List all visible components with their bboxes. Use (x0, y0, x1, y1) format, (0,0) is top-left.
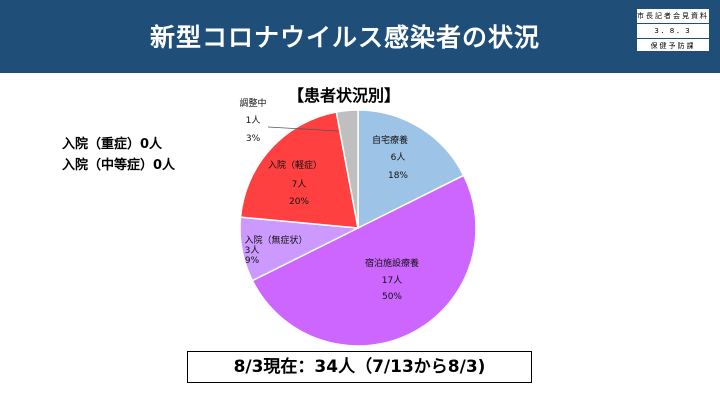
label-lodging-name: 宿泊施設療養 (365, 257, 419, 269)
label-adjusting-count: 1人 (246, 115, 261, 126)
page-title: 新型コロナウイルス感染者の状況 (149, 23, 540, 52)
label-mild: 入院（軽症） 7人 20% (268, 159, 322, 207)
label-home-percent: 18% (388, 171, 408, 181)
chart-title: 【患者状況別】 (288, 86, 401, 105)
header-bar: 新型コロナウイルス感染者の状況 市長記者会見資料 3．8．3 保健予防課 (0, 0, 720, 73)
stamp-line-1: 市長記者会見資料 (637, 9, 709, 24)
label-lodging-count: 17人 (382, 275, 402, 286)
label-home: 自宅療養 6人 18% (372, 134, 408, 181)
leader-line-adjusting (267, 126, 339, 132)
label-asymptomatic-percent: 9% (245, 256, 260, 266)
label-lodging-percent: 50% (382, 292, 402, 302)
label-asymptomatic-name: 入院（無症状） (244, 234, 307, 246)
press-stamp: 市長記者会見資料 3．8．3 保健予防課 (636, 8, 710, 52)
label-asymptomatic: 入院（無症状） 3人 9% (244, 234, 307, 266)
label-adjusting-percent: 3% (246, 134, 261, 144)
label-mild-name: 入院（軽症） (268, 159, 322, 171)
total-summary: 8/3現在：34人（7/13から8/3) (187, 351, 532, 383)
stamp-line-2: 3．8．3 (637, 24, 709, 39)
pie-slice-lodging (251, 174, 477, 347)
note-moderate: 入院（中等症）0人 (62, 158, 176, 173)
note-severe: 入院（重症）0人 (62, 137, 163, 152)
label-mild-count: 7人 (292, 179, 307, 190)
label-mild-percent: 20% (289, 197, 309, 207)
label-lodging: 宿泊施設療養 17人 50% (365, 257, 419, 302)
label-asymptomatic-count: 3人 (245, 245, 260, 256)
label-home-name: 自宅療養 (372, 134, 408, 146)
stamp-line-3: 保健予防課 (650, 42, 696, 50)
pie-slice-adjusting (335, 109, 359, 229)
label-home-count: 6人 (391, 152, 406, 163)
pie-slices (239, 109, 477, 347)
label-adjusting: 調整中 1人 3% (239, 97, 266, 144)
pie-slice-home (357, 109, 465, 230)
label-adjusting-name: 調整中 (239, 97, 266, 109)
pie-slice-mild (239, 111, 359, 229)
